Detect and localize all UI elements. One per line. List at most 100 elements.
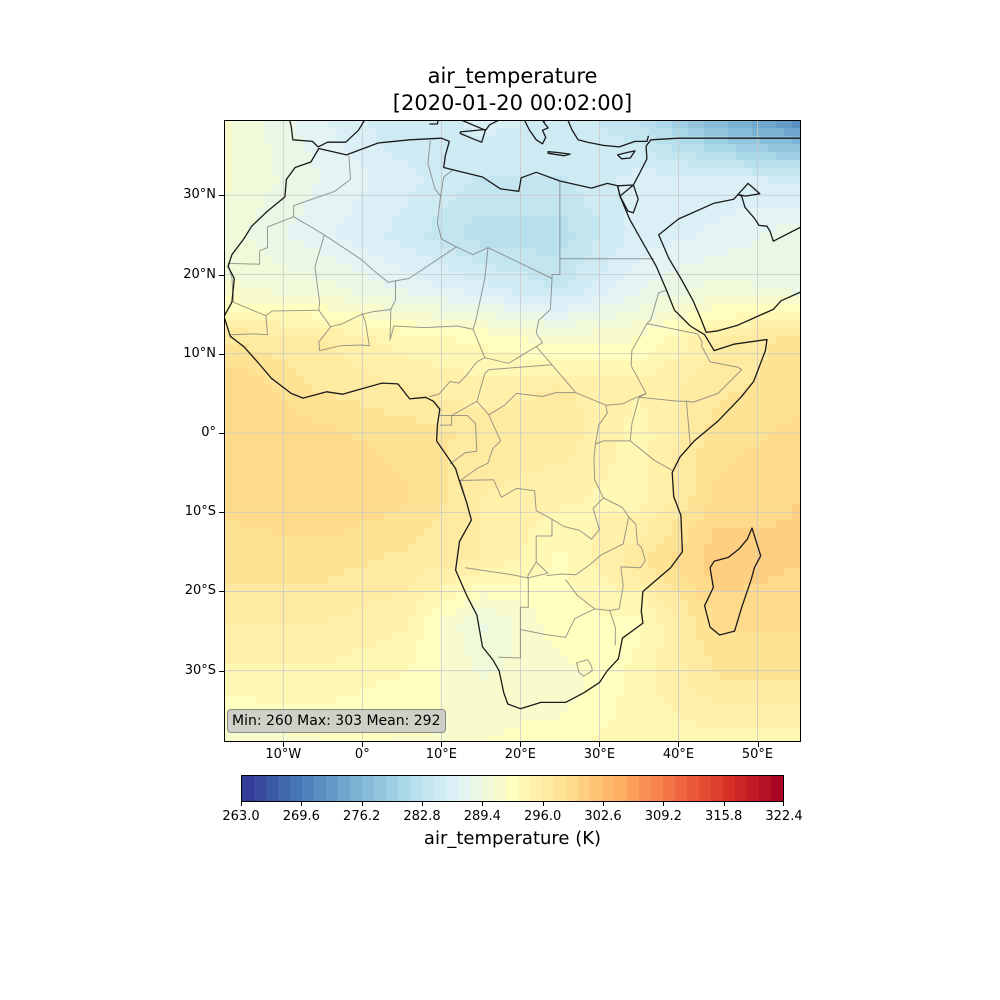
colorbar-segment bbox=[722, 776, 735, 801]
colorbar-segment bbox=[290, 776, 303, 801]
colorbar-tick-mark bbox=[783, 802, 784, 806]
colorbar-label: air_temperature (K) bbox=[423, 828, 602, 849]
colorbar-segment bbox=[746, 776, 759, 801]
country-border bbox=[439, 415, 478, 465]
colorbar-tick-mark bbox=[724, 802, 725, 806]
colorbar-tick-label: 282.8 bbox=[403, 809, 441, 824]
colorbar bbox=[241, 775, 784, 802]
colorbar-segment bbox=[530, 776, 543, 801]
colorbar-segment bbox=[626, 776, 639, 801]
lon-tick-label: 0° bbox=[354, 747, 370, 762]
colorbar-segment bbox=[542, 776, 555, 801]
country-border bbox=[638, 396, 691, 446]
lat-tick-label: 30°S bbox=[184, 662, 216, 678]
coastline-turkey bbox=[567, 120, 650, 148]
coastline-madagascar bbox=[703, 527, 762, 636]
lat-tick-label: 0° bbox=[201, 424, 216, 440]
colorbar-segment bbox=[578, 776, 591, 801]
colorbar-segment bbox=[362, 776, 375, 801]
coastline bbox=[224, 120, 801, 710]
country-border bbox=[498, 607, 521, 659]
country-border bbox=[440, 169, 454, 197]
coastline-iberia bbox=[288, 120, 366, 148]
colorbar-segment bbox=[314, 776, 327, 801]
coastline-cyprus bbox=[616, 150, 636, 160]
lon-tick-mark bbox=[758, 742, 759, 747]
country-border bbox=[456, 181, 561, 279]
colorbar-segment bbox=[638, 776, 651, 801]
country-border bbox=[476, 364, 576, 416]
colorbar-segment bbox=[278, 776, 291, 801]
colorbar-segment bbox=[698, 776, 711, 801]
colorbar-tick-mark bbox=[663, 802, 664, 806]
colorbar-segment bbox=[350, 776, 363, 801]
country-border bbox=[609, 610, 616, 646]
country-border bbox=[230, 315, 268, 336]
map-panel[interactable] bbox=[224, 120, 801, 742]
lat-tick-mark bbox=[219, 354, 224, 355]
lat-tick-mark bbox=[219, 433, 224, 434]
lat-tick-mark bbox=[219, 591, 224, 592]
country-border bbox=[459, 479, 553, 579]
country-border bbox=[520, 578, 529, 608]
colorbar-segment bbox=[686, 776, 699, 801]
colorbar-tick-label: 296.0 bbox=[524, 809, 562, 824]
lon-tick-label: 10°E bbox=[425, 747, 457, 762]
coastline-sicily bbox=[459, 128, 487, 143]
country-border bbox=[595, 392, 647, 445]
colorbar-segment bbox=[494, 776, 507, 801]
colorbar-tick-mark bbox=[362, 802, 363, 806]
colorbar-tick-label: 322.4 bbox=[765, 809, 803, 824]
country-border bbox=[318, 280, 396, 328]
coastline-sinai bbox=[616, 184, 639, 214]
lat-tick-label: 20°N bbox=[183, 266, 216, 282]
lat-tick-mark bbox=[219, 195, 224, 196]
map-title: air_temperature bbox=[427, 64, 598, 88]
colorbar-segment bbox=[662, 776, 675, 801]
colorbar-tick-label: 269.6 bbox=[282, 809, 320, 824]
colorbar-segment bbox=[602, 776, 615, 801]
colorbar-segment bbox=[734, 776, 747, 801]
colorbar-segment bbox=[434, 776, 447, 801]
country-border bbox=[293, 140, 457, 283]
coastline-africa bbox=[224, 137, 768, 710]
colorbar-segment bbox=[614, 776, 627, 801]
country-border bbox=[546, 497, 630, 577]
lon-tick-label: 30°E bbox=[583, 747, 616, 762]
colorbar-segment bbox=[650, 776, 663, 801]
stats-box: Min: 260 Max: 303 Mean: 292 bbox=[227, 709, 446, 733]
coastline-arabia bbox=[619, 137, 801, 334]
colorbar-segment bbox=[254, 776, 267, 801]
lon-tick-mark bbox=[599, 742, 600, 747]
colorbar-segment bbox=[422, 776, 435, 801]
lat-tick-label: 30°N bbox=[183, 187, 216, 203]
colorbar-segment bbox=[566, 776, 579, 801]
colorbar-tick-label: 263.0 bbox=[222, 809, 260, 824]
temperature-field bbox=[224, 120, 801, 742]
colorbar-segment bbox=[266, 776, 279, 801]
colorbar-segment bbox=[506, 776, 519, 801]
country-border bbox=[520, 608, 595, 638]
lon-tick-mark bbox=[441, 742, 442, 747]
colorbar-tick-mark bbox=[603, 802, 604, 806]
colorbar-tick-mark bbox=[301, 802, 302, 806]
colorbar-tick-label: 276.2 bbox=[343, 809, 381, 824]
colorbar-tick-label: 302.6 bbox=[584, 809, 622, 824]
lat-tick-mark bbox=[219, 512, 224, 513]
lat-tick-label: 20°S bbox=[184, 583, 216, 599]
colorbar-tick-label: 315.8 bbox=[705, 809, 743, 824]
colorbar-segment bbox=[470, 776, 483, 801]
colorbar-tick-mark bbox=[241, 802, 242, 806]
country-border bbox=[527, 561, 537, 579]
colorbar-segment bbox=[590, 776, 603, 801]
colorbar-tick-label: 309.2 bbox=[644, 809, 682, 824]
country-border bbox=[472, 247, 489, 330]
country-border bbox=[318, 313, 370, 352]
colorbar-segment bbox=[482, 776, 495, 801]
colorbar-segment bbox=[446, 776, 459, 801]
lat-tick-label: 10°N bbox=[183, 345, 216, 361]
lon-tick-mark bbox=[362, 742, 363, 747]
lon-tick-label: 10°W bbox=[265, 747, 302, 762]
colorbar-segment bbox=[338, 776, 351, 801]
lon-tick-mark bbox=[678, 742, 679, 747]
